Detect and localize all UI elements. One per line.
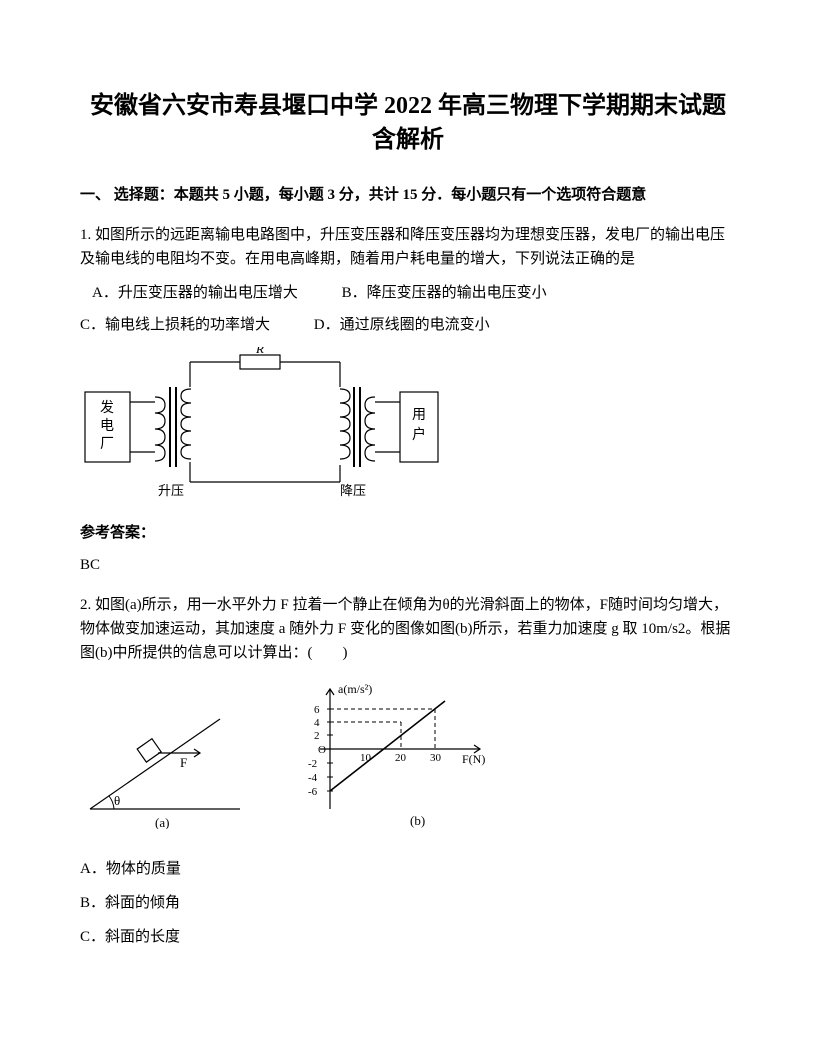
page-title: 安徽省六安市寿县堰口中学 2022 年高三物理下学期期末试题含解析	[80, 90, 736, 157]
svg-text:-2: -2	[308, 758, 317, 770]
q2-options: A．物体的质量 B．斜面的倾角 C．斜面的长度	[80, 857, 736, 949]
fig-a-label: (a)	[155, 815, 169, 829]
svg-text:用: 用	[412, 408, 426, 423]
q1-option-a: A．升压变压器的输出电压增大	[92, 281, 298, 305]
y-axis-label: a(m/s²)	[338, 682, 372, 696]
q2-option-c: C．斜面的长度	[80, 925, 736, 949]
svg-text:20: 20	[395, 752, 407, 764]
q2-figures: θ F (a) 6 4 2	[80, 679, 736, 837]
question-1: 1. 如图所示的远距离输电电路图中，升压变压器和降压变压器均为理想变压器，发电厂…	[80, 223, 736, 337]
q1-options-row-2: C．输电线上损耗的功率增大 D．通过原线圈的电流变小	[80, 313, 736, 337]
svg-text:O: O	[318, 744, 326, 756]
x-axis-label: F(N)	[462, 752, 485, 766]
resistor-label: R	[255, 347, 264, 356]
q1-stem: 1. 如图所示的远距离输电电路图中，升压变压器和降压变压器均为理想变压器，发电厂…	[80, 223, 736, 271]
answer-heading: 参考答案：	[80, 521, 736, 545]
figure-a: θ F (a)	[80, 699, 250, 837]
stepup-label: 升压	[158, 483, 184, 497]
stepdown-label: 降压	[340, 483, 366, 497]
svg-text:-4: -4	[308, 772, 318, 784]
svg-text:θ: θ	[114, 793, 120, 808]
svg-text:电: 电	[100, 418, 114, 434]
q1-answer: BC	[80, 553, 736, 577]
q2-option-b: B．斜面的倾角	[80, 891, 736, 915]
svg-text:户: 户	[412, 426, 426, 443]
svg-text:F: F	[180, 755, 187, 770]
svg-text:2: 2	[314, 730, 320, 742]
fig-b-label: (b)	[410, 813, 425, 828]
q2-option-a: A．物体的质量	[80, 857, 736, 881]
q2-stem: 2. 如图(a)所示，用一水平外力 F 拉着一个静止在倾角为θ的光滑斜面上的物体…	[80, 593, 736, 665]
svg-text:4: 4	[314, 717, 320, 729]
svg-text:发: 发	[100, 400, 114, 416]
q1-option-c: C．输电线上损耗的功率增大	[80, 313, 270, 337]
q1-option-d: D．通过原线圈的电流变小	[314, 313, 490, 337]
section-1-heading: 一、 选择题：本题共 5 小题，每小题 3 分，共计 15 分．每小题只有一个选…	[80, 183, 736, 207]
svg-text:-6: -6	[308, 786, 318, 798]
svg-text:30: 30	[430, 752, 442, 764]
question-2: 2. 如图(a)所示，用一水平外力 F 拉着一个静止在倾角为θ的光滑斜面上的物体…	[80, 593, 736, 665]
q1-option-b: B．降压变压器的输出电压变小	[342, 281, 547, 305]
circuit-diagram: R 发 电 厂 用 户	[80, 347, 736, 505]
svg-text:6: 6	[314, 704, 320, 716]
svg-text:厂: 厂	[100, 437, 114, 452]
figure-b: 6 4 2 -2 -4 -6 10 20 30 O a(m/s²) F(N) (…	[290, 679, 500, 837]
q1-options-row-1: A．升压变压器的输出电压增大 B．降压变压器的输出电压变小	[80, 281, 736, 305]
